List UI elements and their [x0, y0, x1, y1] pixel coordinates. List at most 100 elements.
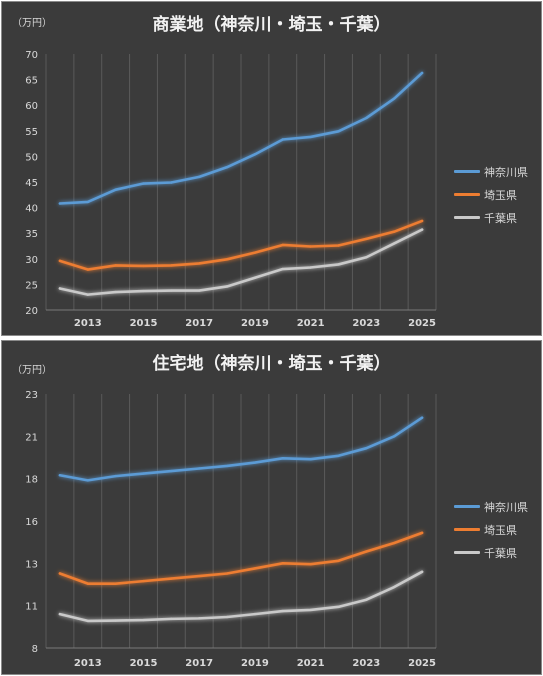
data-point — [86, 268, 89, 271]
data-point — [58, 474, 62, 477]
data-point — [337, 605, 340, 609]
data-point — [393, 585, 396, 589]
data-point — [309, 266, 312, 269]
data-point — [420, 219, 424, 223]
data-point — [114, 290, 117, 294]
x-tick-label: 2025 — [408, 658, 436, 669]
series-line — [58, 228, 424, 296]
data-point — [86, 479, 89, 482]
data-point — [225, 615, 229, 619]
y-tick-label: 11 — [25, 602, 38, 613]
data-point — [198, 289, 201, 292]
y-tick-label: 16 — [25, 517, 38, 528]
y-tick-label: 65 — [25, 76, 38, 87]
data-point — [420, 228, 424, 231]
legend-item: 千葉県 — [454, 541, 528, 564]
data-point — [253, 461, 257, 464]
x-tick-label: 2019 — [241, 318, 269, 329]
y-tick-label: 13 — [25, 559, 38, 570]
data-point — [142, 264, 145, 268]
x-tick-label: 2023 — [352, 318, 380, 329]
data-point — [420, 531, 424, 535]
x-tick-label: 2023 — [352, 658, 380, 669]
data-point — [170, 181, 173, 184]
legend-label: 千葉県 — [484, 211, 517, 225]
data-point — [253, 612, 257, 616]
legend-swatch — [454, 170, 480, 173]
series-line — [58, 71, 424, 205]
y-tick-label: 50 — [25, 152, 38, 163]
data-point — [114, 474, 117, 478]
data-point — [142, 289, 145, 293]
chart-title: 住宅地（神奈川・埼玉・千葉） — [152, 354, 391, 374]
data-point — [225, 165, 229, 169]
x-tick-label: 2015 — [130, 658, 158, 669]
data-point — [420, 570, 424, 573]
data-point — [253, 567, 257, 570]
data-point — [337, 454, 340, 458]
data-point — [58, 202, 62, 205]
data-point — [225, 285, 229, 288]
data-point — [365, 237, 368, 241]
data-point — [337, 263, 340, 266]
data-point — [281, 609, 284, 613]
data-point — [365, 116, 368, 120]
data-point — [253, 276, 257, 279]
data-point — [114, 188, 117, 191]
x-tick-label: 2021 — [297, 318, 325, 329]
data-point — [393, 541, 396, 545]
residential-land-chart: 住宅地（神奈川・埼玉・千葉） （万円） 8 11 13 16 18 21 23 2013 201… — [1, 340, 542, 675]
data-point — [225, 572, 229, 575]
legend-label: 神奈川県 — [484, 500, 528, 514]
x-tick-label: 2013 — [74, 658, 102, 669]
data-point — [170, 469, 173, 473]
data-point — [198, 262, 201, 265]
data-point — [170, 264, 173, 267]
data-point — [142, 579, 145, 583]
data-point — [337, 244, 340, 247]
y-tick-label: 60 — [25, 101, 38, 112]
x-tick-label: 2025 — [408, 318, 436, 329]
data-point — [365, 256, 368, 259]
data-point — [198, 617, 201, 620]
legend-swatch — [454, 216, 480, 219]
data-point — [253, 153, 257, 156]
data-point — [198, 467, 201, 470]
x-tick-label: 2017 — [185, 658, 213, 669]
legend-item: 埼玉県 — [454, 518, 528, 541]
y-tick-label: 70 — [25, 50, 38, 61]
y-tick-label: 20 — [25, 306, 38, 317]
data-point — [281, 243, 284, 247]
series-line — [58, 531, 424, 585]
data-point — [281, 457, 284, 460]
data-point — [142, 182, 145, 185]
data-point — [281, 138, 284, 141]
y-unit-label: （万円） — [12, 365, 52, 376]
y-tick-label: 8 — [32, 644, 38, 655]
chart-legend: 神奈川県埼玉県千葉県 — [454, 160, 528, 229]
legend-label: 埼玉県 — [484, 188, 517, 202]
data-point — [86, 200, 89, 204]
legend-label: 千葉県 — [484, 546, 517, 560]
chart-title: 商業地（神奈川・埼玉・千葉） — [152, 15, 391, 35]
y-tick-label: 23 — [25, 390, 38, 401]
data-point — [281, 562, 284, 565]
y-tick-label: 25 — [25, 280, 38, 291]
data-point — [365, 446, 368, 450]
data-point — [170, 289, 173, 292]
data-point — [170, 577, 173, 580]
data-point — [420, 416, 424, 419]
data-point — [337, 559, 340, 562]
data-point — [198, 574, 201, 578]
legend-label: 神奈川県 — [484, 165, 528, 179]
legend-swatch — [454, 193, 480, 196]
data-point — [58, 612, 62, 616]
data-point — [281, 267, 284, 271]
data-point — [309, 562, 312, 566]
data-point — [86, 293, 89, 296]
data-point — [309, 135, 312, 139]
x-tick-label: 2013 — [74, 318, 102, 329]
data-point — [170, 617, 173, 621]
data-point — [86, 582, 89, 585]
y-tick-label: 18 — [25, 475, 38, 486]
